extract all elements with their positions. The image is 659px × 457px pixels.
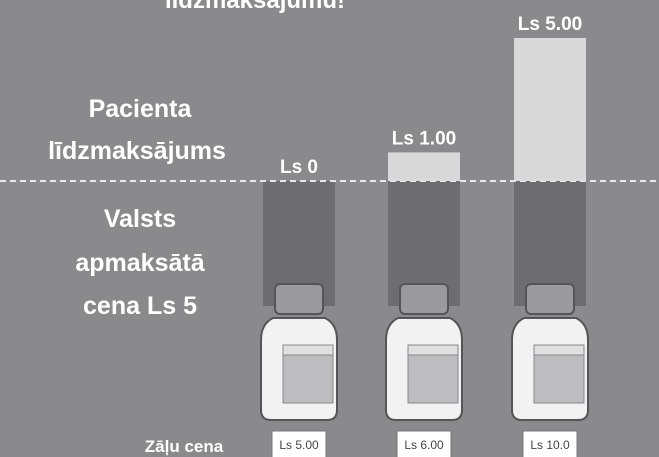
value-label: Ls 5.00 bbox=[518, 14, 582, 35]
lower-label: apmaksātā bbox=[75, 249, 205, 277]
lower-label: cena Ls 5 bbox=[83, 292, 197, 320]
headline: līdzmaksājumu! bbox=[165, 0, 345, 14]
price-tag-text: Ls 5.00 bbox=[279, 438, 319, 452]
price-tag bbox=[522, 430, 578, 457]
price-tag-text: Ls 6.00 bbox=[404, 438, 444, 452]
upper-label: līdzmaksājums bbox=[48, 137, 226, 165]
bottle-label-strip bbox=[282, 344, 334, 356]
value-label: Ls 0 bbox=[280, 157, 318, 178]
bottle bbox=[511, 283, 589, 421]
bar bbox=[514, 38, 586, 181]
price-tag-text: Ls 10.0 bbox=[530, 438, 570, 452]
price-tag bbox=[271, 430, 327, 457]
value-label: Ls 1.00 bbox=[392, 128, 456, 149]
bottle-label-strip bbox=[407, 344, 459, 356]
lower-label: Valsts bbox=[104, 205, 176, 233]
bar bbox=[388, 152, 460, 181]
bottle-cap bbox=[274, 283, 324, 315]
bottle bbox=[260, 283, 338, 421]
bottle-cap bbox=[399, 283, 449, 315]
price-label: Zāļu cena bbox=[145, 437, 224, 456]
price-tag bbox=[396, 430, 452, 457]
bottle-cap bbox=[525, 283, 575, 315]
bottle-label-strip bbox=[533, 344, 585, 356]
upper-label: Pacienta bbox=[89, 95, 193, 123]
bottle bbox=[385, 283, 463, 421]
